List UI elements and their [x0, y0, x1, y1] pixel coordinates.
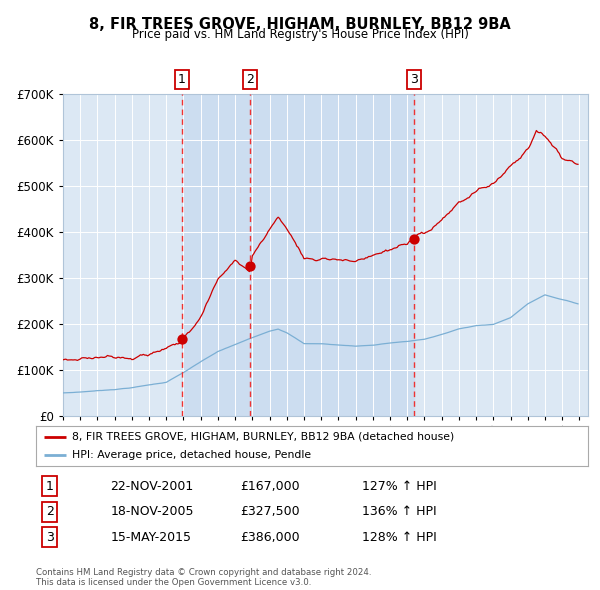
Point [177, 335, 187, 344]
Text: 8, FIR TREES GROVE, HIGHAM, BURNLEY, BB12 9BA (detached house): 8, FIR TREES GROVE, HIGHAM, BURNLEY, BB1… [72, 432, 454, 442]
Bar [250, 94, 413, 416]
Bar [182, 94, 250, 416]
Text: 1: 1 [178, 73, 185, 86]
Point [409, 234, 418, 243]
Text: 128% ↑ HPI: 128% ↑ HPI [362, 531, 436, 544]
Text: 15-MAY-2015: 15-MAY-2015 [110, 531, 191, 544]
Text: 3: 3 [46, 531, 54, 544]
Text: £327,500: £327,500 [240, 505, 300, 519]
Text: Contains HM Land Registry data © Crown copyright and database right 2024.
This d: Contains HM Land Registry data © Crown c… [36, 568, 371, 587]
Text: 2: 2 [46, 505, 54, 519]
Text: HPI: Average price, detached house, Pendle: HPI: Average price, detached house, Pend… [72, 450, 311, 460]
Text: 18-NOV-2005: 18-NOV-2005 [110, 505, 194, 519]
Text: 136% ↑ HPI: 136% ↑ HPI [362, 505, 436, 519]
Text: 3: 3 [410, 73, 418, 86]
Text: £386,000: £386,000 [240, 531, 300, 544]
Text: 8, FIR TREES GROVE, HIGHAM, BURNLEY, BB12 9BA: 8, FIR TREES GROVE, HIGHAM, BURNLEY, BB1… [89, 17, 511, 31]
Text: 22-NOV-2001: 22-NOV-2001 [110, 480, 194, 493]
Text: 127% ↑ HPI: 127% ↑ HPI [362, 480, 436, 493]
Text: Price paid vs. HM Land Registry's House Price Index (HPI): Price paid vs. HM Land Registry's House … [131, 28, 469, 41]
Text: 1: 1 [46, 480, 54, 493]
Text: £167,000: £167,000 [240, 480, 300, 493]
Text: 2: 2 [247, 73, 254, 86]
Point [245, 261, 255, 270]
